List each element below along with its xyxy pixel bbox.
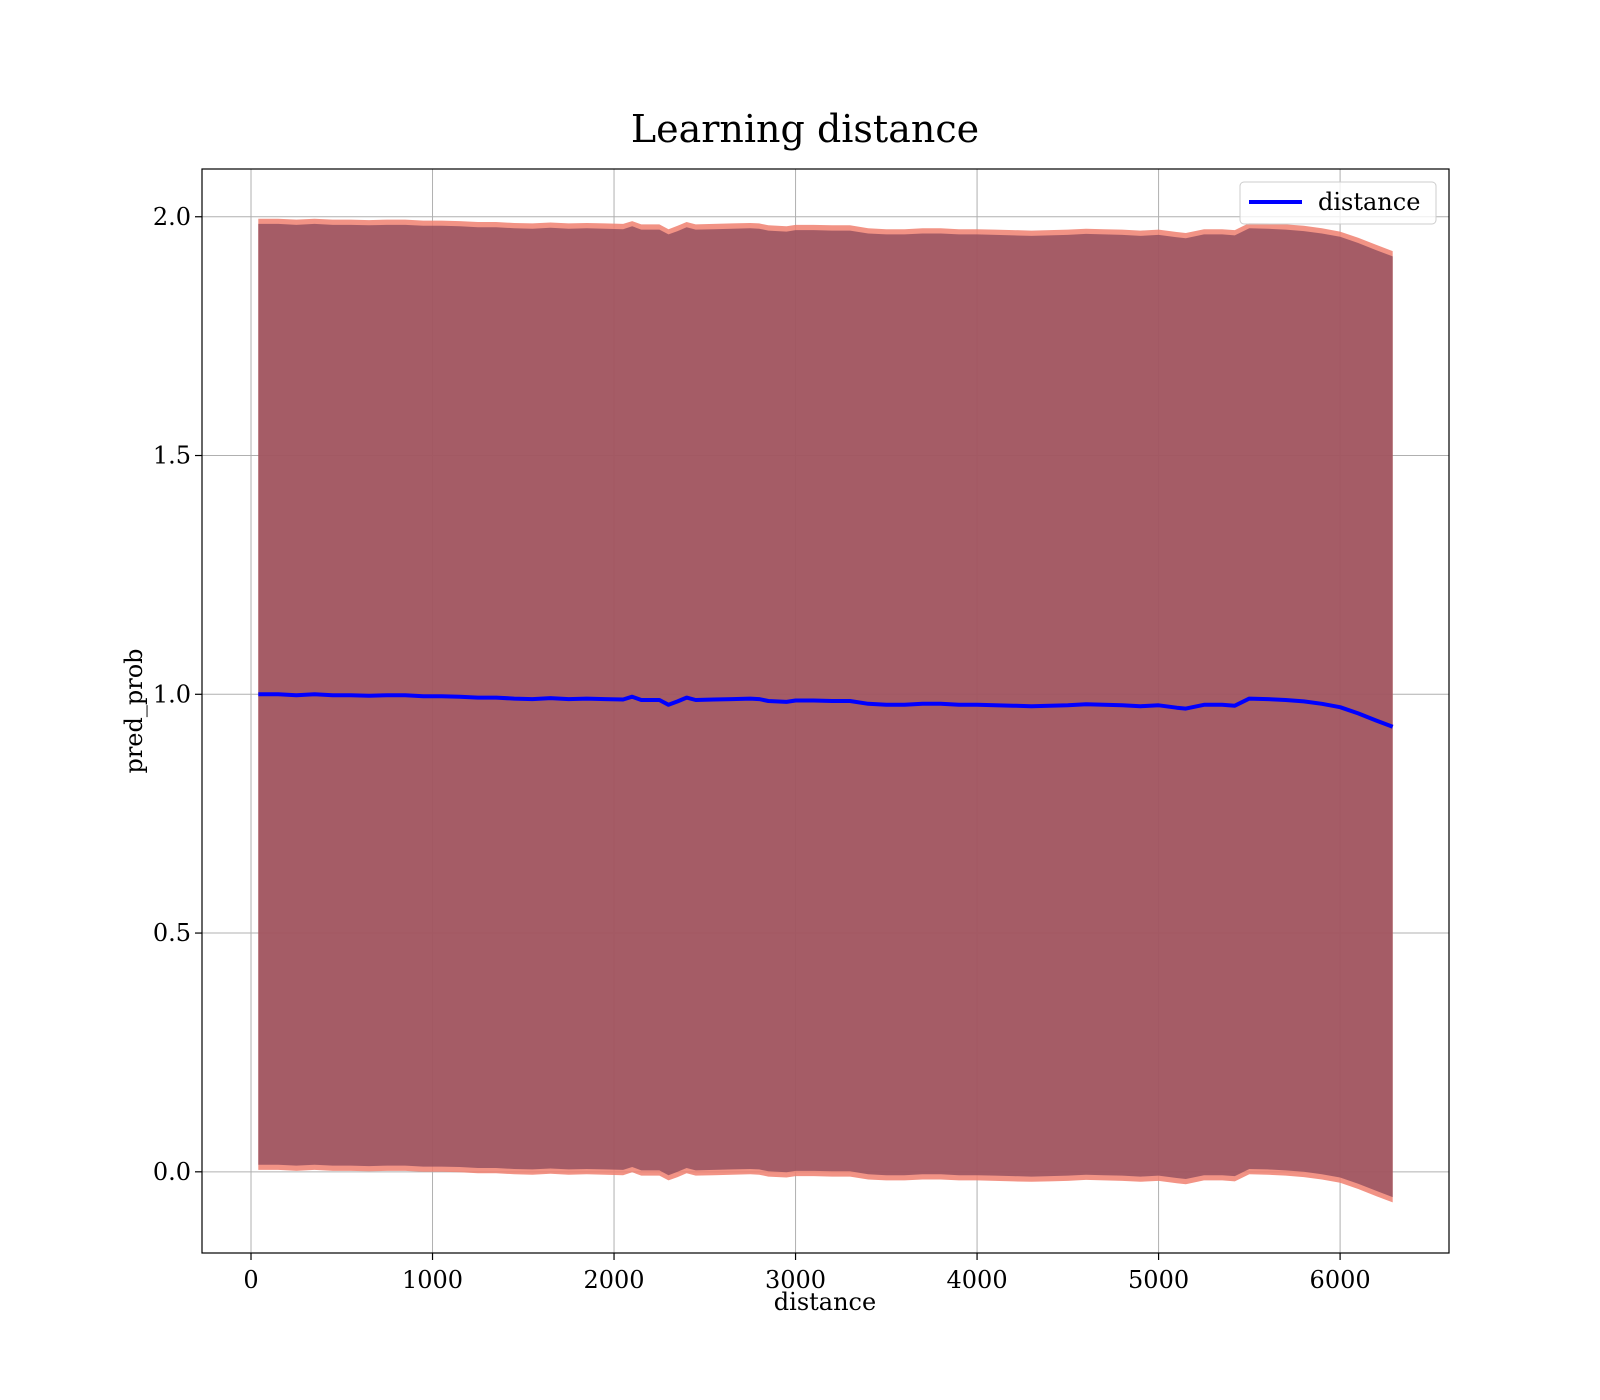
y-axis-ticks: 0.0 0.5 1.0 1.5 2.0 bbox=[153, 203, 202, 1186]
y-tick-label-3: 1.5 bbox=[153, 442, 191, 470]
x-tick-label-4: 4000 bbox=[947, 1266, 1008, 1294]
confidence-band bbox=[258, 218, 1393, 1203]
x-tick-label-0: 0 bbox=[243, 1266, 258, 1294]
plot-frame bbox=[201, 168, 1450, 1254]
x-axis-label: distance bbox=[774, 1288, 876, 1316]
y-tick-label-1: 0.5 bbox=[153, 919, 191, 947]
plot-area bbox=[201, 168, 1450, 1254]
x-tick-label-2: 2000 bbox=[583, 1266, 644, 1294]
y-axis-label: pred_prob bbox=[120, 648, 148, 773]
y-tick-label-2: 1.0 bbox=[153, 680, 191, 708]
x-tick-label-1: 1000 bbox=[402, 1266, 463, 1294]
x-tick-label-6: 6000 bbox=[1310, 1266, 1371, 1294]
series-layer bbox=[258, 692, 1394, 729]
legend-box bbox=[1239, 181, 1437, 225]
chart-title: Learning distance bbox=[631, 107, 979, 151]
legend-label: distance bbox=[1318, 188, 1420, 216]
y-tick-label-4: 2.0 bbox=[153, 203, 191, 231]
x-axis-ticks: 0 1000 2000 3000 4000 5000 6000 bbox=[243, 1253, 1371, 1294]
y-tick-label-0: 0.0 bbox=[153, 1158, 191, 1186]
series-line-distance bbox=[258, 692, 1394, 729]
band-inner bbox=[258, 223, 1393, 1198]
x-tick-label-5: 5000 bbox=[1128, 1266, 1189, 1294]
legend: distance bbox=[1239, 181, 1437, 225]
x-tick-label-3: 3000 bbox=[765, 1266, 826, 1294]
